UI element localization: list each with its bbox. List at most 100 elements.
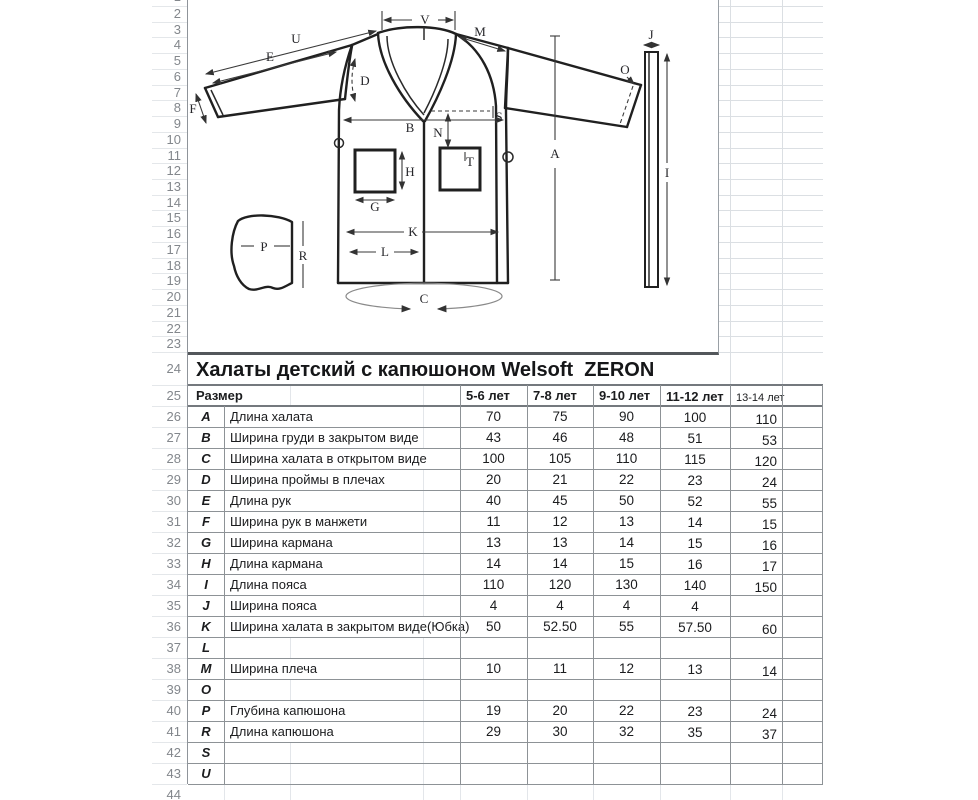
cell-letter-A[interactable]: A xyxy=(201,409,211,424)
row-header-44[interactable]: 44 xyxy=(166,787,181,800)
cell-letter-C[interactable]: C xyxy=(201,451,211,466)
cell-letter-J[interactable]: J xyxy=(202,598,210,613)
row-header-37[interactable]: 37 xyxy=(166,640,181,655)
cell-letter-R[interactable]: R xyxy=(201,724,211,739)
row-header-27[interactable]: 27 xyxy=(166,430,181,445)
row-header-8[interactable]: 8 xyxy=(173,100,181,116)
cell-letter-M[interactable]: M xyxy=(200,661,212,676)
cell-value-F-1[interactable]: 11 xyxy=(486,514,501,529)
cell-value-G-1[interactable]: 13 xyxy=(485,535,502,550)
row-header-22[interactable]: 22 xyxy=(166,320,181,336)
cell-value-I-4[interactable]: 140 xyxy=(683,578,707,593)
sheet-title[interactable]: Халаты детский с капюшоном Welsoft ZERON xyxy=(196,359,655,381)
cell-value-A-5[interactable]: 110 xyxy=(755,412,777,427)
cell-value-E-2[interactable]: 45 xyxy=(552,493,568,508)
row-header-6[interactable]: 6 xyxy=(173,68,181,84)
cell-value-P-2[interactable]: 20 xyxy=(552,703,568,718)
cell-value-H-2[interactable]: 14 xyxy=(552,556,568,571)
row-header-31[interactable]: 31 xyxy=(166,514,181,529)
cell-value-E-3[interactable]: 50 xyxy=(618,493,635,508)
row-header-32[interactable]: 32 xyxy=(166,535,181,550)
cell-value-K-2[interactable]: 52.50 xyxy=(543,619,577,634)
cell-value-J-3[interactable]: 4 xyxy=(622,598,631,613)
cell-value-P-3[interactable]: 22 xyxy=(618,703,635,718)
cell-value-R-1[interactable]: 29 xyxy=(485,724,502,739)
row-header-36[interactable]: 36 xyxy=(166,619,181,634)
cell-value-F-5[interactable]: 15 xyxy=(761,517,777,532)
cell-value-M-5[interactable]: 14 xyxy=(761,664,777,679)
cell-letter-K[interactable]: K xyxy=(201,619,211,634)
row-header-24[interactable]: 24 xyxy=(166,361,181,376)
cell-desc-S[interactable] xyxy=(224,742,460,763)
row-header-38[interactable]: 38 xyxy=(166,661,181,676)
row-header-29[interactable]: 29 xyxy=(166,472,181,487)
header-size-3[interactable]: 9-10 лет xyxy=(599,388,651,403)
row-header-43[interactable]: 43 xyxy=(166,766,181,781)
row-header-23[interactable]: 23 xyxy=(166,336,181,352)
cell-value-I-5[interactable]: 150 xyxy=(754,580,777,595)
cell-desc-J[interactable]: Ширина пояса xyxy=(224,595,460,616)
cell-desc-K[interactable]: Ширина халата в закрытом виде(Юбка) xyxy=(224,616,473,637)
cell-value-K-4[interactable]: 57.50 xyxy=(678,620,712,635)
cell-value-F-3[interactable]: 13 xyxy=(618,514,635,529)
cell-value-F-4[interactable]: 14 xyxy=(687,515,703,530)
cell-letter-S[interactable]: S xyxy=(201,745,211,760)
cell-value-R-5[interactable]: 37 xyxy=(761,727,777,742)
cell-desc-P[interactable]: Глубина капюшона xyxy=(224,700,460,721)
row-header-42[interactable]: 42 xyxy=(166,745,181,760)
cell-value-R-2[interactable]: 30 xyxy=(552,724,568,739)
cell-value-F-2[interactable]: 12 xyxy=(552,514,568,529)
cell-value-D-2[interactable]: 21 xyxy=(552,472,568,487)
row-header-9[interactable]: 9 xyxy=(173,116,181,132)
row-header-17[interactable]: 17 xyxy=(166,241,181,257)
cell-value-R-3[interactable]: 32 xyxy=(618,724,635,739)
row-header-13[interactable]: 13 xyxy=(166,178,181,194)
cell-value-B-4[interactable]: 51 xyxy=(687,431,703,446)
cell-value-A-1[interactable]: 70 xyxy=(485,409,502,424)
cell-value-P-4[interactable]: 23 xyxy=(687,704,703,719)
cell-value-E-4[interactable]: 52 xyxy=(687,494,703,509)
cell-value-K-5[interactable]: 60 xyxy=(761,622,777,637)
row-header-21[interactable]: 21 xyxy=(166,304,181,320)
cell-letter-U[interactable]: U xyxy=(201,766,211,781)
row-header-14[interactable]: 14 xyxy=(166,194,181,210)
cell-value-J-1[interactable]: 4 xyxy=(489,598,498,613)
row-header-25[interactable]: 25 xyxy=(166,388,181,403)
row-header-20[interactable]: 20 xyxy=(166,289,181,305)
row-header-7[interactable]: 7 xyxy=(173,84,181,100)
cell-value-M-2[interactable]: 11 xyxy=(552,661,567,676)
row-header-4[interactable]: 4 xyxy=(173,37,181,53)
cell-value-C-3[interactable]: 110 xyxy=(615,451,638,466)
cell-value-M-3[interactable]: 12 xyxy=(618,661,635,676)
cell-value-B-5[interactable]: 53 xyxy=(761,433,777,448)
cell-value-I-3[interactable]: 130 xyxy=(615,577,638,592)
cell-desc-D[interactable]: Ширина проймы в плечах xyxy=(224,469,460,490)
row-header-16[interactable]: 16 xyxy=(166,226,181,242)
cell-desc-H[interactable]: Длина кармана xyxy=(224,553,460,574)
cell-value-G-3[interactable]: 14 xyxy=(618,535,635,550)
row-header-30[interactable]: 30 xyxy=(166,493,181,508)
cell-value-G-4[interactable]: 15 xyxy=(687,536,703,551)
cell-desc-R[interactable]: Длина капюшона xyxy=(224,721,460,742)
cell-value-K-3[interactable]: 55 xyxy=(618,619,635,634)
cell-value-B-3[interactable]: 48 xyxy=(618,430,635,445)
cell-value-A-2[interactable]: 75 xyxy=(552,409,568,424)
cell-value-R-4[interactable]: 35 xyxy=(687,725,703,740)
size-diagram-image[interactable]: V M U E D F B N S T H G K L C A O J I P … xyxy=(188,0,719,355)
cell-value-C-5[interactable]: 120 xyxy=(754,454,777,469)
cell-desc-E[interactable]: Длина рук xyxy=(224,490,460,511)
row-header-3[interactable]: 3 xyxy=(173,21,181,37)
cell-desc-M[interactable]: Ширина плеча xyxy=(224,658,460,679)
cell-value-D-4[interactable]: 23 xyxy=(687,473,703,488)
cell-value-G-5[interactable]: 16 xyxy=(761,538,777,553)
row-header-28[interactable]: 28 xyxy=(166,451,181,466)
header-size-2[interactable]: 7-8 лет xyxy=(533,388,577,403)
row-header-39[interactable]: 39 xyxy=(166,682,181,697)
row-header-5[interactable]: 5 xyxy=(173,53,181,69)
row-header-35[interactable]: 35 xyxy=(166,598,181,613)
row-header-40[interactable]: 40 xyxy=(166,703,181,718)
row-header-18[interactable]: 18 xyxy=(166,257,181,273)
row-header-41[interactable]: 41 xyxy=(166,724,181,739)
row-header-26[interactable]: 26 xyxy=(166,409,181,424)
row-header-12[interactable]: 12 xyxy=(166,163,181,179)
